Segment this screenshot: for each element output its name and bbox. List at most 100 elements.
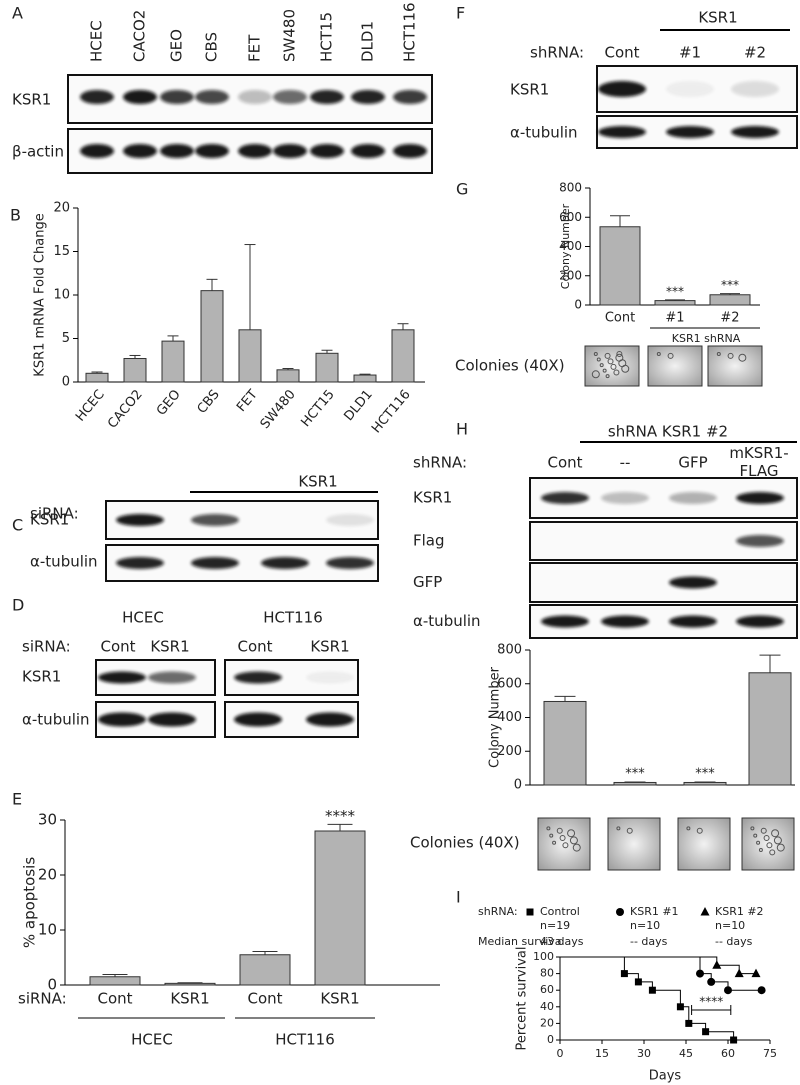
colony-dot: [771, 829, 780, 838]
x-tick-label: HCT15: [298, 387, 337, 430]
blot-band: [195, 90, 229, 104]
bar: [709, 294, 751, 306]
blot-band: [116, 514, 164, 526]
y-tick-label: 40: [540, 1000, 554, 1013]
blot-band: [669, 492, 717, 504]
survival-marker: [676, 1003, 684, 1011]
row-label: α-tubulin: [510, 124, 578, 142]
bar: [748, 672, 792, 786]
blot-band: [326, 514, 374, 526]
blot-band: [666, 126, 714, 138]
group-header: HCEC: [122, 609, 164, 627]
y-tick-label: 200: [497, 744, 522, 759]
blot-band: [310, 90, 344, 104]
bar: [200, 290, 224, 383]
y-tick-label: 800: [497, 643, 522, 658]
lane-label: DLD1: [359, 21, 377, 62]
bar: [85, 372, 109, 383]
panel-label: G: [456, 180, 468, 199]
colony-image: [584, 345, 640, 387]
survival-marker: [730, 1036, 738, 1044]
colony-dot: [750, 826, 755, 831]
y-tick-label: 100: [533, 950, 554, 963]
blot-band: [393, 90, 427, 104]
blot-band: [736, 535, 784, 547]
blot-band: [669, 576, 717, 589]
colony-dot: [593, 352, 598, 356]
survival-line: [560, 956, 762, 991]
y-tick-label: 200: [559, 268, 582, 282]
y-tick-label: 0: [47, 976, 57, 994]
row-label: KSR1: [510, 81, 549, 99]
y-tick-label: 5: [62, 331, 70, 346]
bar: [613, 781, 657, 786]
lane-label: HCEC: [88, 20, 106, 62]
blot-band: [598, 81, 646, 97]
colony-dot: [769, 849, 776, 856]
y-tick-label: 400: [497, 710, 522, 725]
y-tick-label: 80: [540, 967, 554, 980]
panel-label: F: [456, 4, 465, 23]
colony-dot: [572, 843, 581, 852]
colony-dot: [569, 836, 578, 845]
x-tick-label: 60: [721, 1047, 735, 1060]
survival-marker: [757, 986, 766, 995]
blot-band: [598, 126, 646, 138]
colony-dot: [549, 833, 554, 838]
legend-marker: [616, 908, 624, 916]
y-axis-label: Colony Number: [559, 203, 572, 289]
colony-dot: [753, 833, 758, 838]
colony-dot: [758, 848, 763, 852]
colony-dot: [604, 352, 611, 359]
blot-band: [123, 90, 157, 104]
blot-frame: [529, 562, 798, 603]
lane-label: FET: [246, 34, 264, 62]
significance-label: ***: [695, 766, 715, 781]
legend-n: n=10: [715, 919, 745, 932]
blot-band: [306, 712, 354, 727]
bar: [391, 329, 415, 383]
colony-image: [707, 345, 763, 387]
colony-dot: [773, 836, 782, 845]
blot-band: [541, 615, 589, 628]
y-tick-label: 10: [53, 288, 70, 303]
survival-marker: [734, 968, 744, 978]
colony-dot: [599, 363, 604, 368]
lane-label: CACO2: [131, 10, 149, 62]
survival-line: [560, 956, 756, 975]
colony-dot: [626, 827, 633, 834]
colony-dot: [727, 352, 734, 359]
significance-label: ****: [325, 807, 356, 825]
bar: [353, 374, 377, 383]
blot-band: [191, 514, 239, 526]
group-header: KSR1: [698, 9, 737, 27]
x-row-label: siRNA:: [18, 990, 67, 1008]
x-tick-label: 15: [595, 1047, 609, 1060]
lane-label: HCT15: [318, 12, 336, 62]
lane-label-box: mKSR1-FLAG: [729, 444, 788, 480]
legend-label: Control: [540, 905, 580, 918]
row-label: α-tubulin: [30, 553, 98, 571]
blot-band: [123, 144, 157, 158]
bar: [315, 352, 339, 383]
significance-label: ***: [721, 278, 739, 292]
lane-label: KSR1: [150, 638, 189, 656]
blot-band: [351, 144, 385, 158]
lane-label: #2: [744, 44, 766, 62]
panel-label: H: [456, 420, 468, 439]
colony-dot: [556, 827, 563, 834]
row-label: Colonies (40X): [410, 834, 520, 852]
colony-dot: [763, 835, 770, 841]
y-tick-label: 600: [559, 210, 582, 224]
row-label: KSR1: [30, 511, 69, 529]
x-tick-label: 75: [763, 1047, 777, 1060]
blot-band: [731, 81, 779, 97]
blot-band: [273, 90, 307, 104]
colony-dot: [696, 827, 703, 834]
colony-dot: [562, 842, 569, 849]
bar: [599, 226, 641, 306]
y-tick-label: 0: [547, 1033, 554, 1046]
blot-band: [273, 144, 307, 158]
legend-n: n=10: [630, 919, 660, 932]
bar: [314, 830, 366, 986]
